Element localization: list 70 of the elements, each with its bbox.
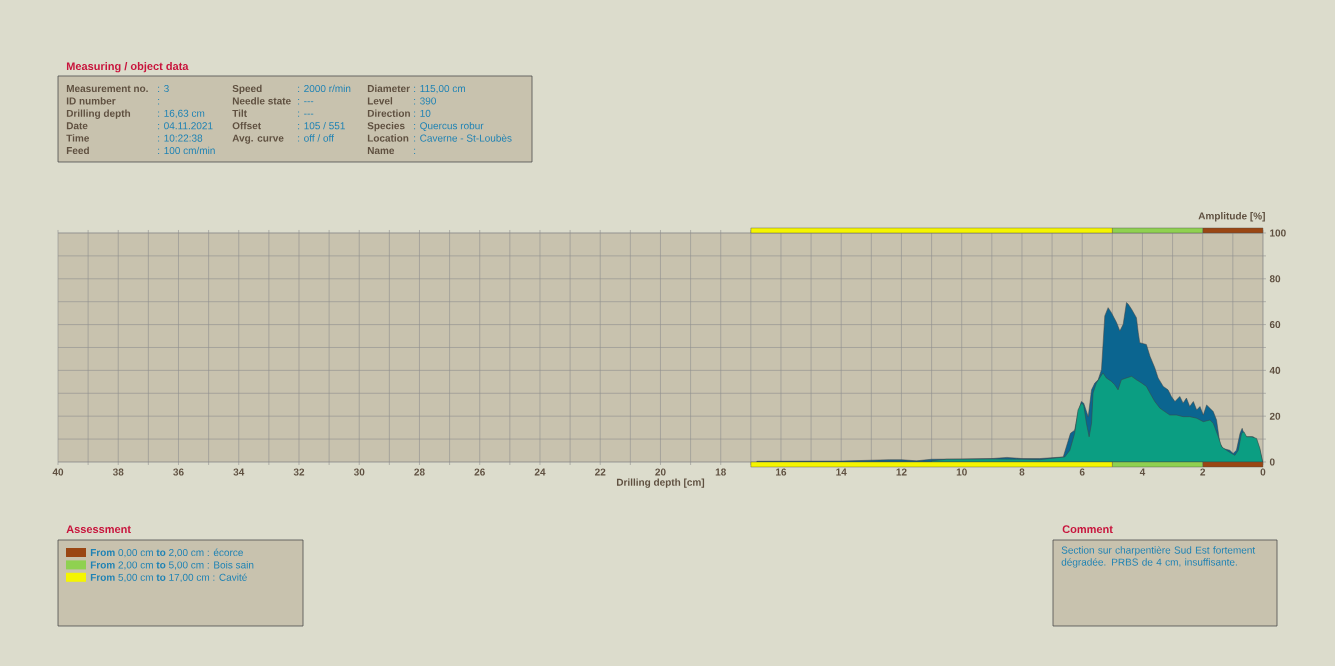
x-tick-label: 32 (293, 468, 305, 476)
text: : 390 (414, 97, 436, 105)
text: Diameter (367, 84, 410, 93)
text: : 100 cm/min (158, 146, 215, 155)
text: : 2000 r/min (298, 84, 351, 93)
text: : --- (298, 111, 314, 117)
text: Drilling depth (66, 109, 131, 119)
x-tick-label: 26 (474, 468, 485, 476)
x-tick-label: 6 (1079, 468, 1085, 476)
text: Feed (66, 146, 89, 155)
x-axis-title: Drilling depth [cm] (616, 478, 705, 488)
text: Level (367, 97, 393, 105)
x-tick-label: 24 (534, 468, 546, 476)
text: : (158, 99, 160, 105)
text: Direction (367, 109, 410, 117)
text: : --- (298, 99, 314, 105)
y-tick-label: 100 (1270, 229, 1286, 237)
text: Avg. curve (232, 134, 284, 144)
x-tick-label: 8 (1019, 468, 1025, 476)
text: : 10:22:38 (158, 134, 203, 142)
x-tick-label: 20 (655, 468, 666, 476)
x-tick-label: 28 (414, 468, 425, 476)
y-tick-label: 80 (1269, 275, 1281, 283)
text: ID number (66, 97, 116, 105)
x-tick-label: 14 (836, 468, 847, 476)
text: Date (66, 122, 88, 130)
x-tick-label: 4 (1139, 468, 1146, 476)
x-tick-label: 30 (353, 468, 365, 476)
text: : off / off (298, 134, 334, 142)
y-tick-label: 20 (1269, 412, 1281, 420)
text: Offset (232, 121, 261, 130)
text: Location (367, 134, 409, 142)
text: : Quercus robur (414, 121, 484, 132)
text: Name (367, 147, 395, 155)
x-tick-label: 0 (1260, 468, 1266, 476)
text: Section sur charpentière Sud Est fortement dégradée. PRBS de 4 cm, insuffisante. (1061, 546, 1256, 568)
text: Measurement no. (66, 85, 148, 93)
x-tick-label: 36 (173, 468, 184, 476)
x-tick-label: 22 (595, 468, 606, 476)
y-axis-title: Amplitude [%] (1198, 212, 1265, 222)
y-tick-label: 40 (1269, 366, 1281, 374)
text: Species (367, 121, 405, 132)
text: Time (66, 134, 90, 142)
text: : 105 / 551 (298, 121, 345, 130)
text: Speed (232, 84, 262, 95)
text: From 0,00 cm to 2,00 cm : écorce (90, 548, 243, 558)
y-tick-label: 0 (1269, 458, 1275, 466)
text: Comment (1062, 525, 1113, 534)
x-tick-label: 18 (715, 468, 726, 476)
x-tick-label: 12 (896, 468, 907, 476)
x-tick-label: 34 (233, 468, 245, 476)
text: Measuring / object data (66, 62, 189, 73)
text: Tilt (232, 109, 247, 117)
x-tick-label: 16 (776, 468, 787, 476)
x-tick-label: 38 (112, 468, 124, 476)
text: : 10 (414, 109, 431, 117)
y-tick-label: 60 (1269, 321, 1281, 329)
text: Needle state (232, 97, 291, 105)
text: : 04.11.2021 (158, 122, 213, 130)
text: From 2,00 cm to 5,00 cm : Bois sain (90, 561, 254, 570)
text: : 16,63 cm (158, 109, 205, 119)
text: : (414, 148, 416, 154)
text: : Caverne - St-Loubès (414, 134, 512, 142)
x-tick-label: 2 (1200, 468, 1206, 476)
text: Assessment (66, 525, 131, 534)
text: : 3 (158, 85, 169, 93)
text: From 5,00 cm to 17,00 cm : Cavité (90, 573, 247, 583)
x-tick-label: 10 (956, 468, 967, 476)
text: : 115,00 cm (414, 85, 465, 94)
x-tick-label: 40 (52, 468, 64, 476)
